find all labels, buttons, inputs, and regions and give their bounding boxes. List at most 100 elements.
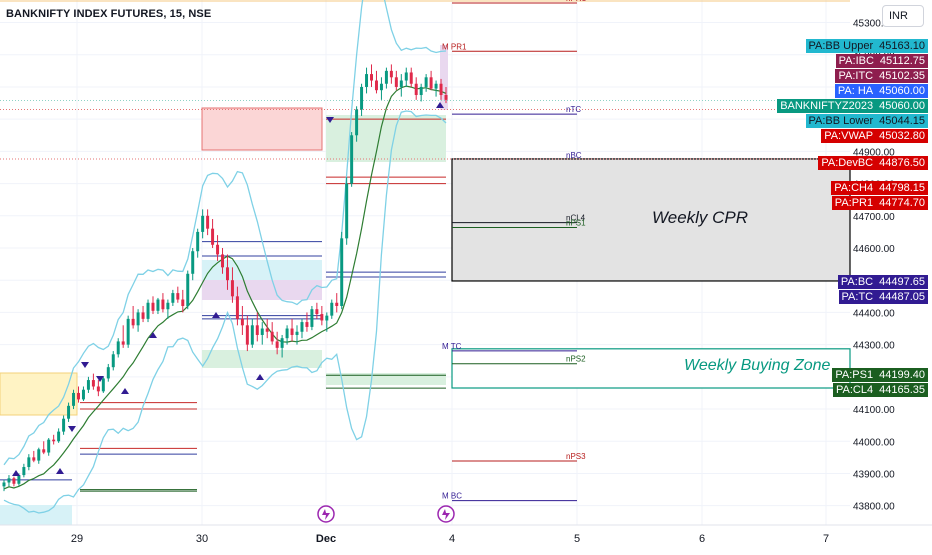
candle-body (409, 72, 413, 84)
candle-body (171, 293, 175, 303)
candle-body (201, 215, 205, 232)
weekly-level-label: nPS3 (566, 452, 586, 461)
chart-title: BANKNIFTY INDEX FUTURES, 15, NSE (6, 8, 212, 20)
candle-body (240, 318, 244, 326)
price-tag-value: 44497.65 (879, 276, 925, 288)
price-tag-value: 44199.40 (879, 369, 925, 381)
candle-body (350, 135, 354, 184)
price-tag-value: 45060.00 (879, 100, 925, 112)
candle-body (106, 367, 110, 379)
bb-upper-line (3, 0, 447, 466)
candle-body (434, 83, 438, 89)
zone-green-dec2 (326, 373, 446, 385)
price-tag-value: 44165.35 (879, 384, 925, 396)
candle-body (225, 267, 229, 281)
price-tag: PA:DevBC 44876.50 (818, 156, 928, 170)
weekly-level-label: M BC (442, 492, 462, 501)
price-tag: PA:CL4 44165.35 (833, 383, 928, 397)
candle-body (131, 318, 135, 326)
candle-body (335, 302, 339, 306)
candle-body (72, 392, 76, 406)
candle-body (111, 354, 115, 368)
candle-body (355, 109, 359, 136)
candle-body (2, 482, 6, 487)
candle-body (275, 341, 279, 348)
candle-body (52, 439, 56, 442)
buy-marker (149, 332, 157, 338)
weekly-cpr-box (451, 158, 851, 282)
x-tick-label: 29 (71, 533, 83, 545)
candle-body (96, 386, 100, 392)
price-tag: PA:BB Lower 45044.15 (805, 114, 928, 128)
bollinger-bands (3, 0, 447, 514)
event-icon-glyph (442, 509, 450, 520)
candle-body (280, 338, 284, 348)
candle-body (394, 77, 398, 87)
candle-body (379, 83, 383, 91)
candle-body (22, 467, 26, 476)
candle-body (330, 302, 334, 316)
y-tick-label: 44700.00 (853, 212, 895, 223)
candle-body (17, 475, 21, 484)
buy-marker (256, 374, 264, 380)
price-tag-value: 45102.35 (879, 70, 925, 82)
candle-body (320, 314, 324, 321)
weekly-level-label: nTC (566, 105, 581, 114)
price-tag-value: 44876.50 (879, 157, 925, 169)
candle-body (206, 215, 210, 229)
y-tick-label: 44600.00 (853, 244, 895, 255)
buy-marker (121, 388, 129, 394)
weekly-level-label: nPS2 (566, 355, 586, 364)
currency-button[interactable]: INR (882, 5, 924, 27)
bb-lower-line (3, 110, 447, 514)
event-icon-glyph (322, 509, 330, 520)
buy-marker (12, 470, 20, 476)
weekly-level-label: M TC (442, 342, 462, 351)
candle-body (121, 341, 125, 345)
vwap-line (3, 85, 447, 490)
price-tag: PA:IBC 45112.75 (835, 54, 928, 68)
x-tick-label: 4 (449, 533, 455, 545)
price-tag: PA:BC 44497.65 (837, 275, 928, 289)
candle-body (260, 328, 264, 335)
weekly-level-label: M PR1 (442, 42, 467, 51)
candle-body (340, 238, 344, 306)
candle-body (255, 325, 259, 335)
candle-body (265, 328, 269, 332)
candle-body (126, 318, 130, 345)
candle-body (399, 80, 403, 87)
zones (0, 45, 851, 525)
price-tag-value: 44487.05 (879, 291, 925, 303)
y-tick-label: 44100.00 (853, 405, 895, 416)
zone-cyan-bottom (0, 505, 72, 525)
zone-label-weekly-buying-zone: Weekly Buying Zone (684, 357, 831, 375)
candle-body (365, 74, 369, 87)
candle-body (81, 389, 85, 400)
candle-body (67, 405, 71, 419)
candle-body (166, 302, 170, 310)
candle-body (156, 299, 160, 311)
candle-body (7, 478, 11, 483)
candle-body (151, 302, 155, 311)
price-tag-label: PA:IBC (838, 55, 874, 67)
price-tag-label: PA:CL4 (836, 384, 874, 396)
candle-body (32, 457, 36, 461)
candle-body (141, 312, 145, 319)
candle-body (300, 322, 304, 332)
zone-green-dec (326, 115, 446, 162)
weekly-level-label: nCL4 (566, 214, 586, 223)
y-tick-label: 45300.00 (853, 19, 895, 30)
price-tag-label: PA:DevBC (821, 157, 874, 169)
price-tag-value: 45112.75 (879, 55, 925, 67)
candle-body (424, 77, 428, 87)
price-tag-label: PA:TC (841, 291, 874, 303)
candle-body (295, 331, 299, 335)
weekly-level-label: nPR1 (566, 0, 587, 3)
candle-body (325, 315, 329, 321)
candle-body (101, 378, 105, 392)
candle-body (439, 83, 443, 96)
axes: 43800.0043900.0044000.0044100.0044200.00… (0, 19, 932, 545)
candle-body (360, 86, 364, 110)
